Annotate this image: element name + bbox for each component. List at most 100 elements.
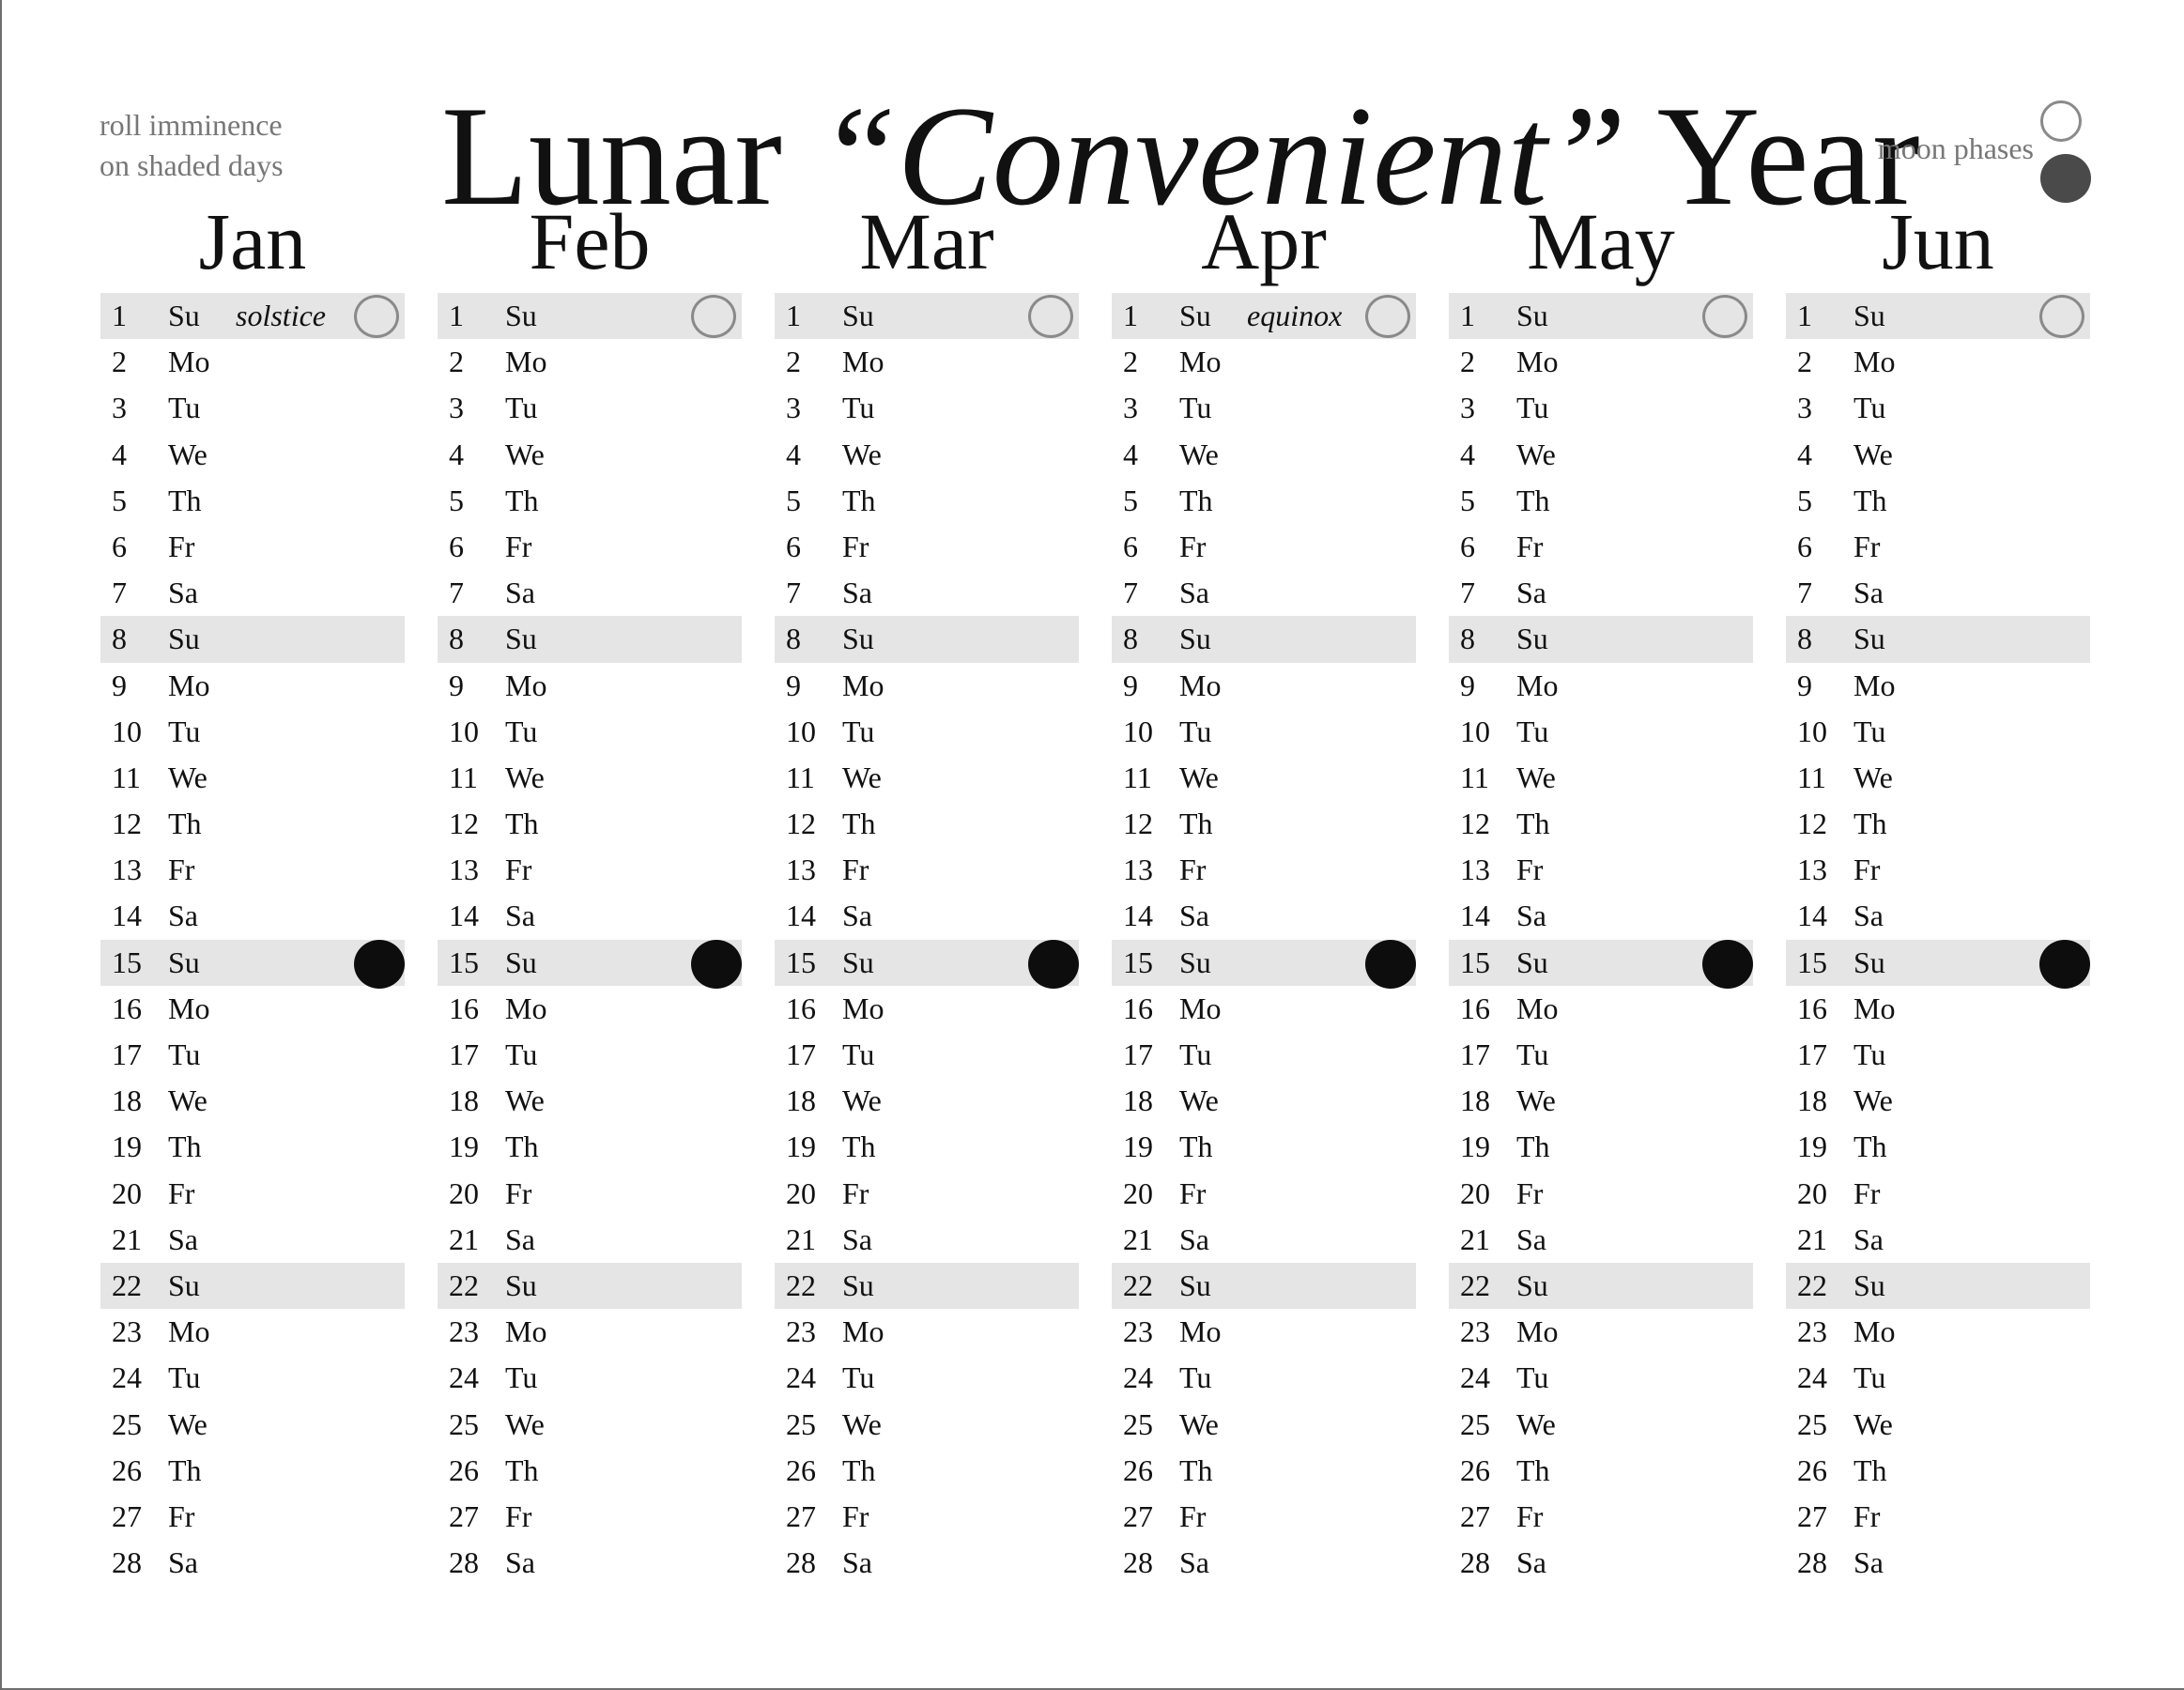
weekday-label: Tu <box>505 1037 538 1071</box>
day-row: 19 Th <box>1112 1124 1416 1170</box>
day-number: 28 <box>1797 1545 1827 1580</box>
weekday-label: We <box>505 760 545 794</box>
day-number: 2 <box>786 345 801 379</box>
day-row: 4 We <box>1786 432 2090 478</box>
day-row: 5 Th <box>1449 478 1753 524</box>
day-number: 22 <box>1123 1268 1153 1302</box>
weekday-label: Fr <box>842 853 869 887</box>
day-row: 1 Su solstice <box>100 293 405 340</box>
day-row: 4 We <box>1112 432 1416 478</box>
day-number: 4 <box>112 437 127 471</box>
day-row: 20 Fr <box>100 1171 405 1217</box>
day-number: 27 <box>112 1498 142 1533</box>
weekday-label: Su <box>1516 945 1548 979</box>
weekday-label: Tu <box>842 1360 875 1395</box>
month-name: Jun <box>1882 196 1994 286</box>
weekday-label: Th <box>1516 1452 1550 1487</box>
day-row: 3 Tu <box>1449 385 1753 431</box>
weekday-label: Th <box>505 1129 539 1164</box>
day-number: 28 <box>1460 1545 1490 1580</box>
weekday-label: Th <box>842 483 876 517</box>
day-number: 25 <box>1123 1406 1153 1441</box>
day-row: 22 Su <box>438 1262 742 1310</box>
day-row: 6 Fr <box>1786 524 2090 570</box>
day-row: 16 Mo <box>1112 986 1416 1032</box>
moon-phases-legend-label: moon phases <box>1877 131 2034 165</box>
weekday-label: We <box>1179 760 1219 794</box>
day-number: 27 <box>1797 1498 1827 1533</box>
day-row: 6 Fr <box>100 524 405 570</box>
day-row: 11 We <box>1786 755 2090 801</box>
full-moon-icon <box>2039 295 2084 338</box>
day-number: 8 <box>112 622 127 656</box>
day-number: 18 <box>1123 1083 1153 1118</box>
day-row: 5 Th <box>100 478 405 524</box>
day-number: 22 <box>786 1268 816 1302</box>
day-number: 4 <box>449 437 464 471</box>
day-row: 26 Th <box>775 1448 1079 1494</box>
day-number: 14 <box>1460 899 1490 933</box>
day-row: 13 Fr <box>775 847 1079 893</box>
weekday-label: Tu <box>505 391 538 425</box>
day-number: 18 <box>449 1083 479 1118</box>
day-row: 9 Mo <box>1449 663 1753 709</box>
day-number: 12 <box>449 807 479 841</box>
weekday-label: Sa <box>842 899 872 933</box>
weekday-label: Sa <box>505 576 535 610</box>
day-row: 10 Tu <box>1786 709 2090 755</box>
day-row: 1 Su <box>438 293 742 340</box>
day-row: 26 Th <box>1786 1448 2090 1494</box>
day-row: 7 Sa <box>438 570 742 616</box>
day-row: 22 Su <box>100 1262 405 1310</box>
day-row: 6 Fr <box>1449 524 1753 570</box>
day-number: 22 <box>1460 1268 1490 1302</box>
weekday-label: Fr <box>1179 1498 1207 1533</box>
day-row: 16 Mo <box>1786 986 2090 1032</box>
day-number: 15 <box>786 945 816 979</box>
day-number: 27 <box>786 1498 816 1533</box>
month-column-jan: Jan 1 Su solstice 2 Mo 3 Tu 4 We 5 Th 6 Fr 7 Sa 8 Su 9 Mo 10… <box>100 197 405 1579</box>
day-number: 15 <box>449 945 479 979</box>
day-row: 16 Mo <box>1449 986 1753 1032</box>
day-row: 26 Th <box>1449 1448 1753 1494</box>
day-row: 24 Tu <box>1449 1355 1753 1401</box>
day-number: 9 <box>1123 668 1138 702</box>
weekday-label: Mo <box>1516 991 1559 1025</box>
weekday-label: Tu <box>1516 1360 1549 1395</box>
day-row: 28 Sa <box>100 1540 405 1586</box>
day-row: 18 We <box>438 1078 742 1124</box>
weekday-label: Sa <box>1516 1545 1546 1580</box>
new-moon-icon <box>2040 154 2091 203</box>
day-row: 28 Sa <box>1786 1540 2090 1586</box>
day-number: 26 <box>449 1452 479 1487</box>
day-row: 21 Sa <box>1112 1217 1416 1263</box>
day-row: 8 Su <box>100 616 405 663</box>
day-number: 15 <box>1123 945 1153 979</box>
weekday-label: Tu <box>168 1037 201 1071</box>
weekday-label: We <box>168 1083 208 1118</box>
day-number: 8 <box>1797 622 1812 656</box>
day-row: 6 Fr <box>1112 524 1416 570</box>
day-list: 1 Su solstice 2 Mo 3 Tu 4 We 5 Th 6 Fr 7 Sa 8 Su 9 Mo 10 Tu 1… <box>100 293 405 1586</box>
day-number: 17 <box>449 1037 479 1071</box>
day-row: 4 We <box>1449 432 1753 478</box>
day-row: 20 Fr <box>438 1171 742 1217</box>
day-number: 4 <box>786 437 801 471</box>
day-row: 6 Fr <box>438 524 742 570</box>
day-row: 28 Sa <box>1112 1540 1416 1586</box>
day-row: 23 Mo <box>1786 1309 2090 1355</box>
weekday-label: Su <box>842 1268 874 1302</box>
day-number: 5 <box>1797 483 1812 517</box>
day-number: 19 <box>1797 1129 1827 1164</box>
day-number: 14 <box>1797 899 1827 933</box>
weekday-label: Tu <box>168 714 201 748</box>
weekday-label: Fr <box>505 853 532 887</box>
weekday-label: Su <box>1516 299 1548 332</box>
day-number: 28 <box>1123 1545 1153 1580</box>
day-number: 3 <box>1460 391 1475 425</box>
weekday-label: Th <box>842 1452 876 1487</box>
day-number: 8 <box>1123 622 1138 656</box>
day-number: 14 <box>112 899 142 933</box>
day-row: 5 Th <box>438 478 742 524</box>
weekday-label: Sa <box>1516 899 1546 933</box>
